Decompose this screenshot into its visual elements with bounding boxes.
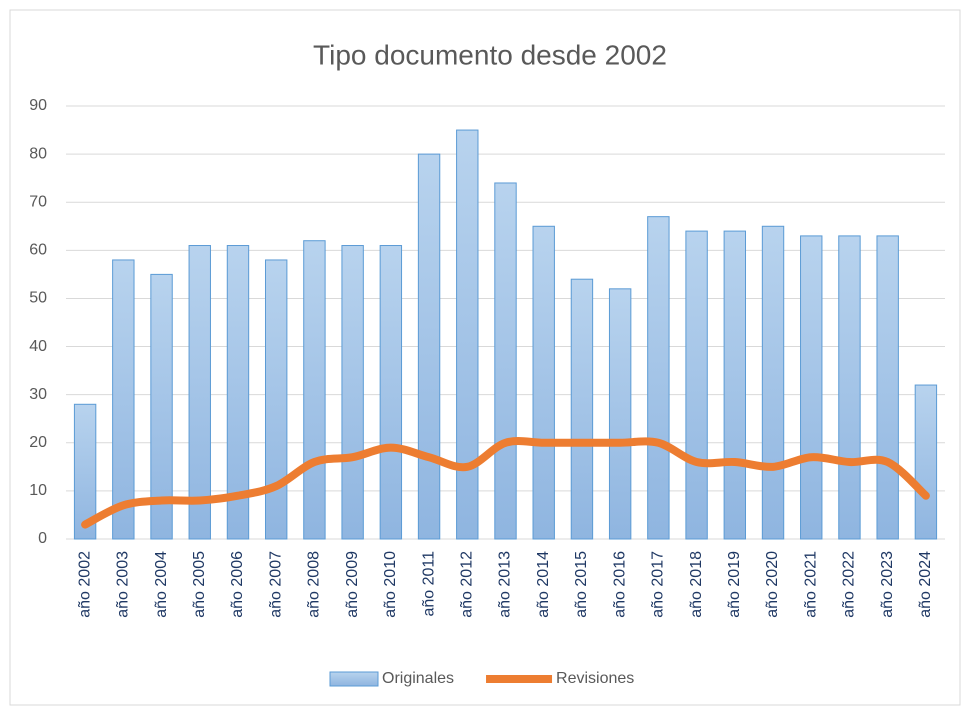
x-tick-label: año 2013 [497, 551, 514, 618]
y-tick-label: 60 [29, 242, 47, 259]
y-tick-label: 20 [29, 434, 47, 451]
x-tick-label: año 2023 [879, 551, 896, 618]
bar [303, 240, 326, 540]
y-tick-label: 80 [29, 145, 47, 162]
bar [838, 235, 861, 540]
bar [685, 230, 708, 540]
x-tick-label: año 2007 [267, 551, 284, 618]
x-tick-label: año 2005 [191, 551, 208, 618]
x-tick-label: año 2008 [306, 551, 323, 618]
x-tick-label: año 2018 [688, 551, 705, 618]
y-tick-label: 40 [29, 338, 47, 355]
x-tick-label: año 2017 [650, 551, 667, 618]
x-tick-label: año 2011 [420, 551, 437, 617]
y-tick-label: 10 [29, 482, 47, 499]
chart-title: Tipo documento desde 2002 [313, 39, 667, 70]
x-tick-label: año 2024 [917, 551, 934, 618]
x-tick-label: año 2015 [573, 551, 590, 618]
x-tick-label: año 2006 [229, 551, 246, 618]
y-tick-label: 0 [38, 530, 47, 547]
x-tick-label: año 2020 [764, 551, 781, 618]
bar [800, 235, 823, 540]
x-tick-label: año 2019 [726, 551, 743, 618]
x-tick-label: año 2004 [153, 551, 170, 618]
legend-swatch [329, 671, 379, 687]
x-tick-label: año 2003 [115, 551, 132, 618]
y-tick-label: 70 [29, 193, 47, 210]
x-tick-label: año 2014 [535, 551, 552, 618]
x-tick-label: año 2002 [76, 551, 93, 618]
bar [341, 245, 364, 540]
line [81, 437, 930, 529]
bar [264, 259, 288, 540]
y-tick-label: 30 [29, 386, 47, 403]
bar [876, 235, 899, 540]
bar [417, 153, 441, 540]
bar [570, 278, 594, 540]
bar [73, 403, 97, 540]
bar [532, 225, 555, 540]
bar [647, 216, 670, 540]
x-tick-label: año 2009 [344, 551, 361, 618]
y-tick-label: 90 [29, 97, 47, 114]
legend-label: Revisiones [556, 670, 634, 687]
x-tick-label: año 2022 [841, 551, 858, 618]
legend-label: Originales [382, 670, 454, 687]
bar [226, 245, 250, 540]
x-tick-label: año 2010 [382, 551, 399, 618]
bar [494, 182, 517, 540]
y-tick-label: 50 [29, 290, 47, 307]
x-tick-label: año 2016 [611, 551, 628, 618]
bar [723, 230, 747, 540]
bar [914, 384, 938, 540]
bar [608, 288, 632, 540]
bar [188, 245, 211, 540]
bar [456, 129, 479, 540]
bar [379, 245, 403, 540]
x-tick-label: año 2021 [802, 551, 819, 618]
bar [112, 259, 135, 540]
x-tick-label: año 2012 [459, 551, 476, 618]
bar [761, 225, 785, 540]
bar [150, 273, 173, 540]
